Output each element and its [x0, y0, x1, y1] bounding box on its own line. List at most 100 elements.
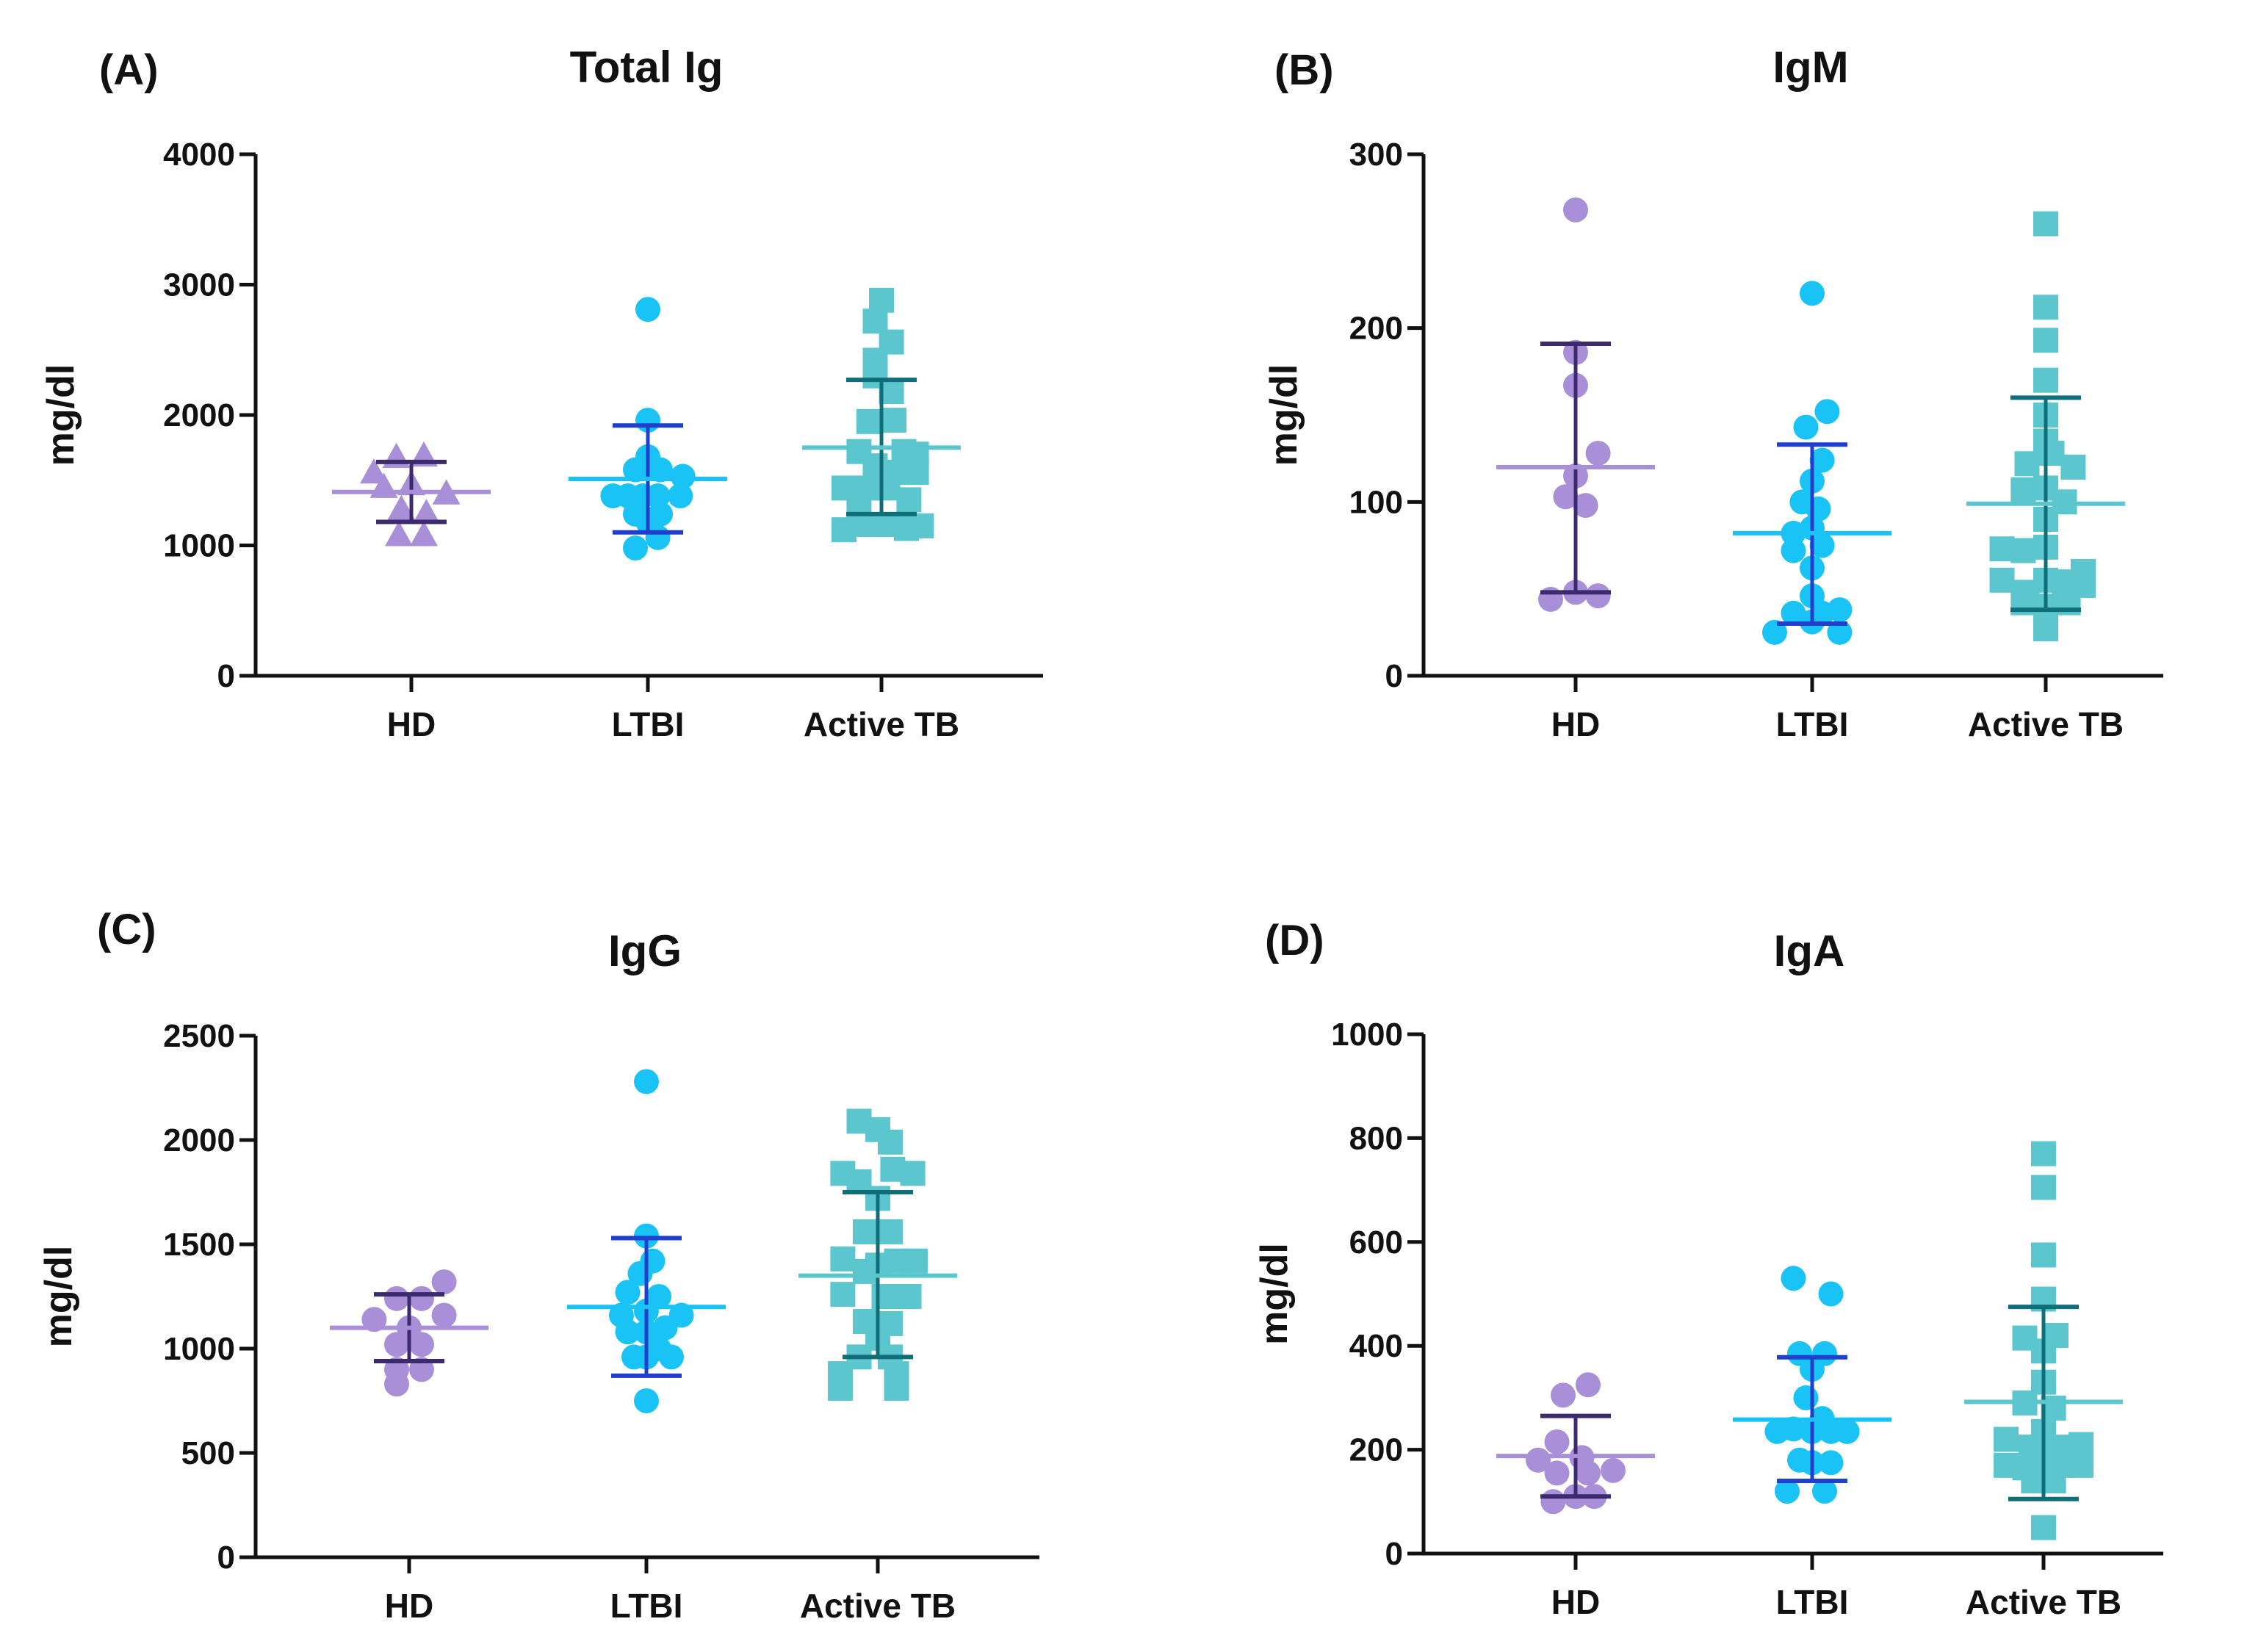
group-active-tb: [1964, 1141, 2123, 1540]
data-point: [1553, 484, 1579, 510]
data-point: [1781, 600, 1806, 626]
group-hd: [1496, 197, 1655, 612]
y-tick-label: 0: [217, 658, 235, 694]
chart-title: IgG: [608, 926, 682, 975]
data-point: [1781, 1416, 1806, 1442]
data-point: [1544, 1429, 1570, 1454]
data-point: [878, 1219, 903, 1244]
data-point: [1827, 597, 1853, 623]
data-point: [1762, 619, 1787, 645]
group-ltbi: [1733, 281, 1891, 645]
data-point: [1793, 414, 1819, 440]
data-point: [828, 1375, 853, 1401]
y-tick-label: 2000: [163, 1122, 235, 1158]
data-point: [881, 408, 906, 433]
group-active-tb: [1966, 211, 2125, 642]
data-point: [856, 408, 881, 434]
y-tick-label: 3000: [163, 267, 235, 303]
chart-panel-4: (D) IgA mg/dl 0 200 400 600 800 1000 HD LTBI Active…: [1253, 917, 2163, 1621]
data-point: [648, 457, 673, 483]
data-point: [1563, 197, 1588, 223]
y-tick-label: 0: [1385, 1536, 1403, 1572]
group-ltbi: [567, 1069, 726, 1413]
data-point: [2031, 1242, 2056, 1268]
y-axis-label: mg/dl: [1263, 364, 1305, 466]
y-tick-label: 800: [1349, 1120, 1403, 1156]
data-point: [385, 521, 413, 547]
data-point: [878, 1129, 903, 1155]
x-tick-label: HD: [387, 705, 436, 743]
data-point: [1781, 538, 1806, 563]
data-point: [634, 1388, 659, 1413]
data-point: [2014, 451, 2040, 477]
data-point: [871, 1284, 897, 1309]
data-point: [2033, 367, 2058, 393]
data-point: [1809, 533, 1835, 558]
y-tick-label: 1000: [163, 528, 235, 564]
x-tick-label: LTBI: [1776, 1583, 1849, 1621]
group-hd: [332, 441, 491, 547]
data-point: [2031, 1515, 2056, 1540]
panel-label: (B): [1274, 46, 1334, 94]
data-point: [1827, 619, 1853, 645]
y-tick-label: 500: [181, 1435, 235, 1471]
data-point: [1809, 447, 1835, 473]
data-point: [2060, 455, 2086, 480]
y-tick-label: 200: [1349, 311, 1403, 347]
data-point: [634, 1069, 659, 1094]
data-point: [862, 309, 888, 334]
y-axis-label: mg/dl: [40, 364, 82, 466]
data-point: [830, 1282, 856, 1307]
y-tick-label: 200: [1349, 1432, 1403, 1468]
group-active-tb: [798, 1108, 957, 1401]
data-point: [1814, 399, 1840, 425]
y-tick-label: 600: [1349, 1224, 1403, 1260]
group-hd: [1496, 1372, 1655, 1515]
y-tick-label: 4000: [163, 137, 235, 173]
data-point: [853, 1258, 878, 1284]
data-point: [1576, 1372, 1601, 1398]
data-point: [623, 457, 648, 483]
x-tick-label: LTBI: [612, 705, 685, 743]
chart-title: IgM: [1772, 43, 1848, 92]
y-tick-label: 0: [217, 1540, 235, 1576]
data-point: [2010, 477, 2036, 502]
data-point: [1989, 567, 2015, 593]
data-point: [659, 1344, 684, 1370]
y-axis-label: mg/dl: [1253, 1243, 1296, 1345]
data-point: [896, 1284, 922, 1309]
y-tick-label: 400: [1349, 1328, 1403, 1364]
y-tick-label: 1000: [163, 1331, 235, 1367]
data-point: [900, 1161, 926, 1186]
data-point: [903, 1248, 928, 1274]
y-tick-label: 1000: [1331, 1017, 1403, 1053]
panel-label: (C): [97, 906, 156, 953]
panel-label: (A): [99, 46, 159, 94]
data-point: [431, 1269, 457, 1295]
x-tick-label: LTBI: [610, 1587, 683, 1625]
data-point: [360, 458, 388, 484]
y-tick-label: 2000: [163, 397, 235, 433]
data-point: [615, 1319, 641, 1345]
data-point: [410, 521, 438, 547]
data-point: [412, 499, 441, 524]
data-point: [384, 1285, 409, 1311]
data-point: [2071, 572, 2096, 598]
data-point: [2033, 328, 2058, 353]
group-active-tb: [802, 287, 961, 543]
data-point: [896, 487, 922, 513]
data-point: [1781, 1266, 1806, 1291]
data-point: [1775, 1479, 1800, 1504]
data-point: [909, 513, 934, 538]
data-point: [1601, 1457, 1626, 1483]
y-tick-label: 300: [1349, 137, 1403, 173]
data-point: [1585, 583, 1611, 609]
y-tick-label: 2500: [163, 1018, 235, 1054]
data-point: [668, 483, 693, 509]
data-point: [1576, 1460, 1601, 1486]
chart-panel-3: (C) IgG mg/dl 0 500 1000 1500 2000 2500 HD LTBI Act…: [37, 906, 1039, 1625]
data-point: [832, 517, 856, 543]
chart-panel-2: (B) IgM mg/dl 0 100 200 300 HD LTBI Active TB: [1263, 43, 2163, 743]
